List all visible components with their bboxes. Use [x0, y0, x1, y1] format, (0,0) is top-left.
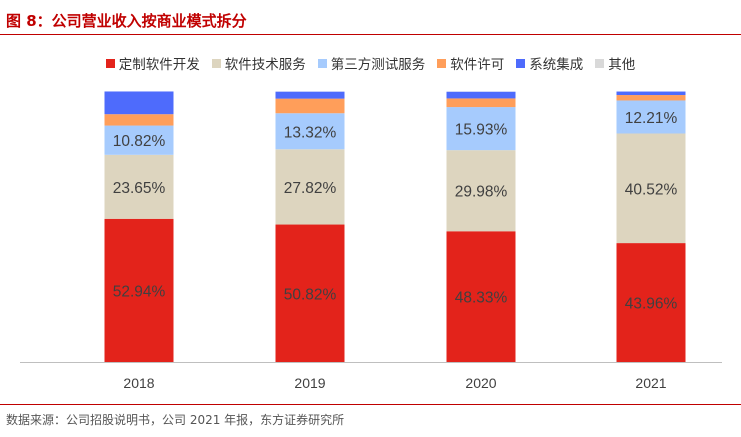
bar-segment	[275, 149, 345, 225]
data-label: 48.33%	[455, 290, 508, 307]
data-label: 12.21%	[625, 110, 678, 127]
stacked-bar-chart: 52.94% 23.65% 10.82% 2018 50.82% 27.82% 13.32%…	[20, 91, 722, 391]
data-label: 13.32%	[284, 124, 337, 141]
bar-segment	[446, 98, 516, 108]
data-label: 15.93%	[455, 122, 508, 139]
legend-swatch	[595, 58, 605, 68]
bar-segment	[616, 95, 686, 101]
legend-item: 软件技术服务	[211, 53, 306, 73]
bar-segment	[616, 100, 686, 134]
title-divider	[0, 34, 741, 35]
legend-label: 软件许可	[450, 57, 505, 73]
bar-segment	[104, 91, 174, 115]
legend-item: 其他	[595, 53, 635, 73]
bar-segment	[446, 231, 516, 362]
data-label: 27.82%	[284, 180, 337, 197]
bar-segment	[275, 91, 345, 99]
legend-item: 系统集成	[516, 53, 583, 73]
source-note: 数据来源：公司招股说明书，公司 2021 年报，东方证券研究所	[6, 413, 345, 427]
bar-segment	[446, 91, 516, 99]
bar-segment	[275, 224, 345, 362]
legend-swatch	[317, 58, 327, 68]
legend-item: 定制软件开发	[105, 53, 200, 73]
bar-segment	[616, 243, 686, 362]
legend-swatch	[211, 58, 221, 68]
legend-item: 软件许可	[437, 53, 504, 73]
bar-segment	[446, 107, 516, 151]
legend-label: 其他	[608, 57, 636, 73]
legend-label: 软件技术服务	[224, 57, 306, 73]
bar-segment	[104, 154, 174, 219]
data-label: 52.94%	[113, 283, 166, 300]
legend-label: 定制软件开发	[118, 57, 200, 73]
x-tick-label: 2021	[635, 375, 666, 391]
legend-label: 系统集成	[529, 57, 584, 73]
bar-segment	[104, 125, 174, 155]
bar-segment	[275, 98, 345, 114]
legend: 定制软件开发 软件技术服务 第三方测试服务 软件许可 系统集成 其他	[0, 53, 741, 73]
data-label: 43.96%	[625, 296, 678, 313]
x-tick-label: 2020	[465, 375, 496, 391]
data-label: 50.82%	[284, 286, 337, 303]
bar-segment	[446, 150, 516, 232]
bar-segment	[104, 218, 174, 362]
legend-label: 第三方测试服务	[330, 57, 426, 73]
data-label: 10.82%	[113, 133, 166, 150]
source-divider	[0, 404, 741, 405]
legend-swatch	[516, 58, 526, 68]
x-tick-label: 2018	[123, 375, 154, 391]
bar-segment	[275, 113, 345, 150]
legend-swatch	[437, 58, 447, 68]
legend-item: 第三方测试服务	[317, 53, 426, 73]
bar-segment	[616, 91, 686, 96]
figure-title: 图 8：公司营业收入按商业模式拆分	[6, 12, 247, 30]
bar-segment	[104, 114, 174, 126]
data-label: 40.52%	[625, 181, 678, 198]
data-label: 23.65%	[113, 180, 166, 197]
x-tick-label: 2019	[294, 375, 325, 391]
bar-segment	[616, 133, 686, 244]
legend-swatch	[105, 58, 115, 68]
data-label: 29.98%	[455, 184, 508, 201]
